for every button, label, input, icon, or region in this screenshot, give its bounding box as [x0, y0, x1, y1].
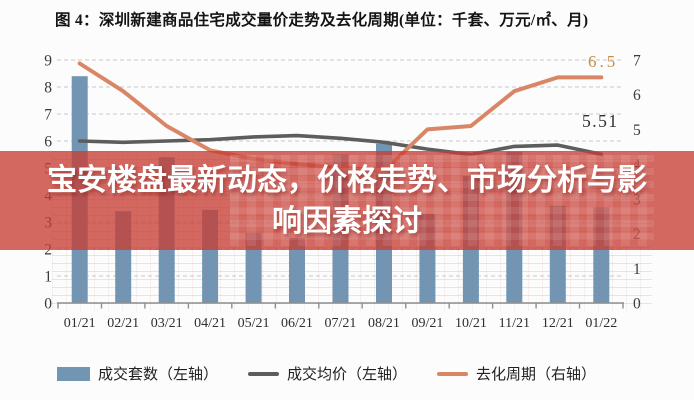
left-axis-tick-0: 0	[44, 296, 52, 313]
legend-item-1: 成交套数（左轴）	[57, 363, 218, 384]
left-axis-tick-9: 9	[44, 53, 52, 70]
legend-item-3: 去化周期（右轴）	[437, 363, 596, 384]
x-axis-label-11/21: 11/21	[499, 316, 530, 331]
x-axis-label-08/21: 08/21	[368, 316, 400, 331]
left-axis-tick-7: 7	[44, 107, 52, 124]
data-label-avg-price-final: 5.51	[582, 111, 619, 131]
left-axis-tick-8: 8	[44, 80, 52, 97]
right-axis-tick-5: 5	[633, 122, 641, 139]
left-axis-tick-2: 2	[44, 242, 52, 259]
legend-label: 成交套数（左轴）	[98, 367, 219, 383]
legend: 成交套数（左轴） 成交均价（左轴） 去化周期（右轴）	[57, 363, 596, 384]
right-axis-tick-7: 7	[633, 53, 641, 70]
right-axis-tick-6: 6	[633, 87, 641, 104]
x-axis-label-02/21: 02/21	[107, 316, 139, 331]
right-axis-tick-1: 1	[633, 261, 641, 278]
data-label-destock-cycle-final: 6.5	[588, 52, 619, 71]
x-axis-label-07/21: 07/21	[325, 316, 357, 331]
legend-item-2: 成交均价（左轴）	[248, 363, 407, 384]
bar-05/21	[245, 232, 262, 303]
overlay-banner-line2: 响因素探讨	[272, 204, 422, 238]
right-axis-tick-0: 0	[633, 296, 641, 313]
legend-label: 成交均价（左轴）	[287, 367, 408, 383]
left-axis-tick-6: 6	[44, 134, 52, 151]
x-axis-label-05/21: 05/21	[238, 316, 270, 331]
legend-label: 去化周期（右轴）	[476, 367, 597, 383]
overlay-banner-line1: 宝安楼盘最新动态，价格走势、市场分析与影	[47, 163, 647, 197]
x-axis-label-12/21: 12/21	[542, 316, 574, 331]
x-axis-label-04/21: 04/21	[194, 316, 226, 331]
legend-bar-swatch	[57, 366, 90, 381]
left-axis-tick-1: 1	[44, 269, 52, 286]
legend-line-swatch	[437, 371, 469, 376]
chart-title: 图 4：深圳新建商品住宅成交量价走势及去化周期(单位：千套、万元/㎡、月)	[55, 12, 589, 29]
x-axis-label-09/21: 09/21	[411, 316, 443, 331]
avg-price-line	[77, 133, 604, 157]
x-axis-label-01/22: 01/22	[585, 316, 617, 331]
x-axis-label-01/21: 01/21	[64, 316, 96, 331]
x-axis-label-06/21: 06/21	[281, 316, 313, 331]
legend-line-swatch	[248, 371, 280, 376]
overlay-banner: 宝安楼盘最新动态，价格走势、市场分析与影 响因素探讨	[0, 151, 694, 250]
x-axis-label-03/21: 03/21	[151, 316, 183, 331]
bar-06/21	[289, 238, 305, 303]
x-axis-label-10/21: 10/21	[455, 316, 487, 331]
